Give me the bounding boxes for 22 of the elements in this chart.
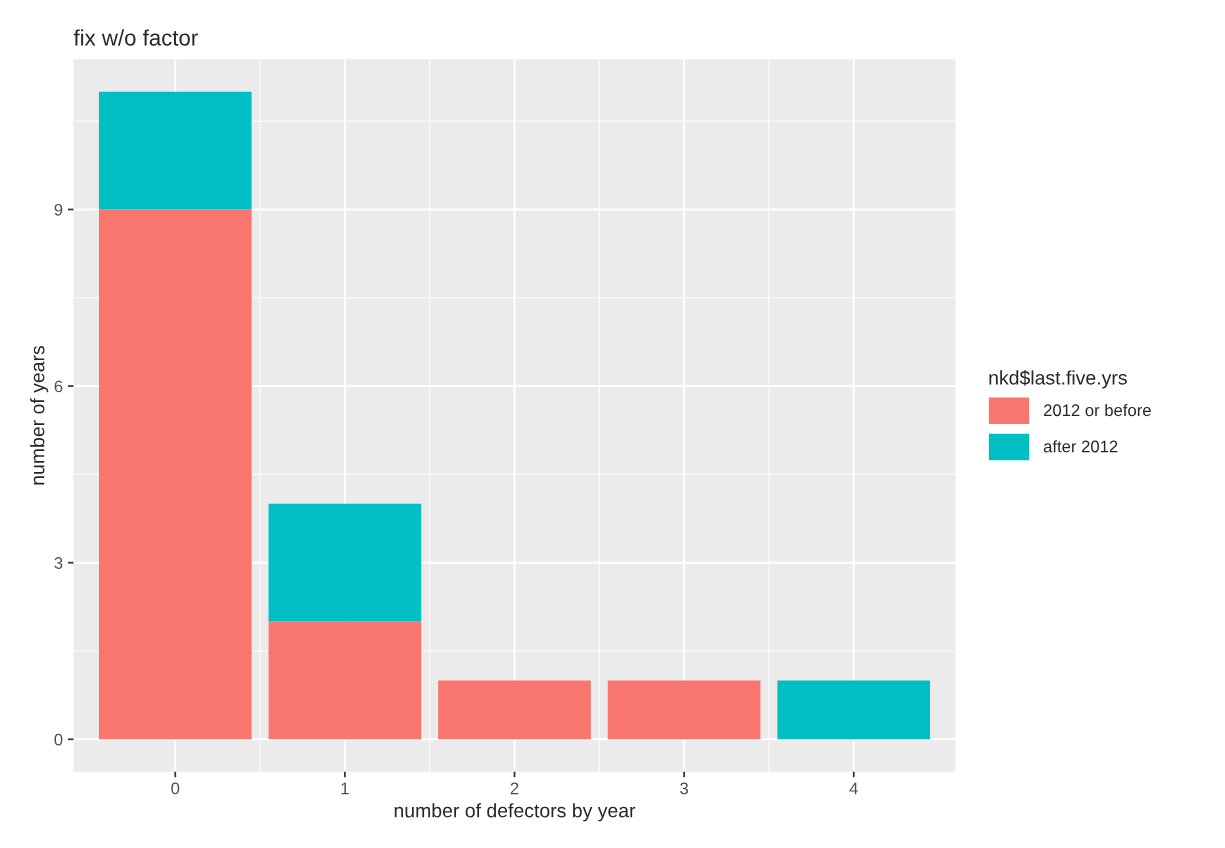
y-tick-label: 0	[54, 733, 63, 746]
y-tick-label: 9	[54, 203, 63, 216]
chart-title: fix w/o factor	[73, 29, 198, 46]
y-tick-label: 6	[54, 380, 63, 393]
x-tick-label: 1	[341, 782, 349, 795]
bar	[438, 680, 591, 740]
bar	[268, 621, 422, 740]
x-tick-label: 0	[171, 782, 180, 795]
x-tick-label: 2	[510, 782, 519, 795]
legend-title: nkd$last.five.yrs	[989, 370, 1127, 389]
x-tick-label: 3	[680, 782, 689, 795]
legend-label: 2012 or before	[1043, 403, 1151, 417]
y-axis-title: number of years	[30, 345, 49, 485]
bar	[777, 680, 931, 740]
bar	[268, 503, 422, 622]
bar	[607, 680, 761, 740]
legend-label: after 2012	[1043, 440, 1118, 453]
bar	[98, 91, 252, 210]
y-tick-label: 3	[54, 557, 63, 569]
x-axis-title: number of defectors by year	[394, 803, 636, 822]
x-tick-label: 4	[849, 782, 858, 795]
bar	[98, 209, 252, 740]
